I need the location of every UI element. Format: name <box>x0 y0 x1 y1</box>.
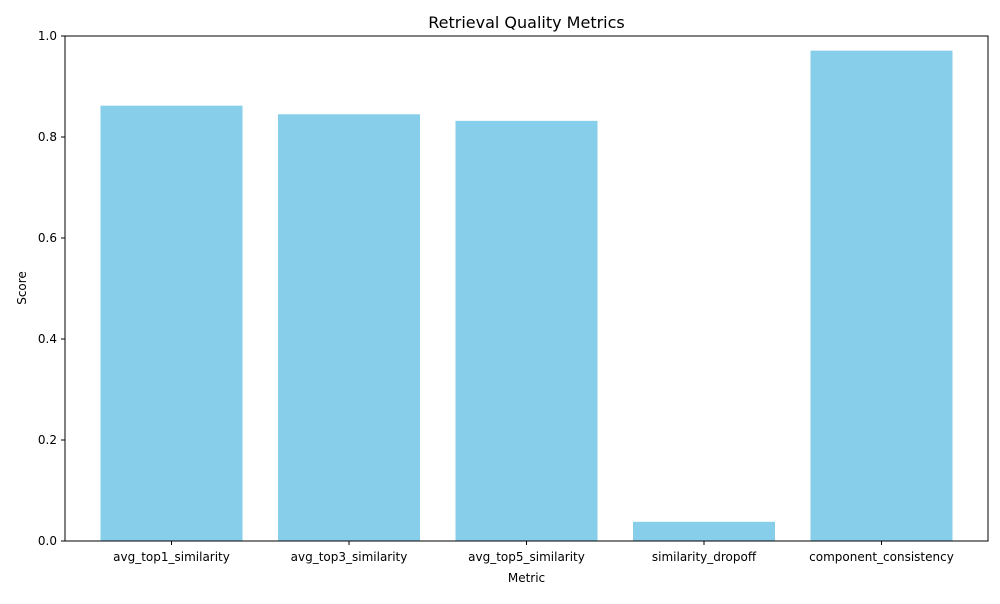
bar-avg-top3-similarity <box>278 114 420 542</box>
x-ticks-group: avg_top1_similarity avg_top3_similarity av… <box>113 541 954 564</box>
x-tick-label: avg_top5_similarity <box>468 550 585 564</box>
x-axis-label: Metric <box>508 571 545 585</box>
y-ticks-group: 0.0 0.2 0.4 0.6 0.8 1.0 <box>38 29 65 548</box>
bar-component-consistency <box>810 50 953 542</box>
x-tick-label: avg_top1_similarity <box>113 550 230 564</box>
y-tick-label: 0.0 <box>38 534 57 548</box>
chart-title: Retrieval Quality Metrics <box>428 13 625 32</box>
bar-avg-top5-similarity <box>455 120 598 541</box>
y-tick-label: 0.2 <box>38 433 57 447</box>
x-tick-label: similarity_dropoff <box>652 550 757 564</box>
y-tick-label: 0.4 <box>38 332 57 346</box>
y-tick-label: 1.0 <box>38 29 57 43</box>
bars-group <box>100 50 953 542</box>
x-tick-label: avg_top3_similarity <box>291 550 408 564</box>
bar-avg-top1-similarity <box>100 105 243 541</box>
plot-frame <box>64 35 989 542</box>
y-tick-label: 0.8 <box>38 130 57 144</box>
bar-similarity-dropoff <box>633 521 775 541</box>
y-tick-label: 0.6 <box>38 231 57 245</box>
x-tick-label: component_consistency <box>809 550 954 564</box>
y-axis-label: Score <box>15 271 29 305</box>
